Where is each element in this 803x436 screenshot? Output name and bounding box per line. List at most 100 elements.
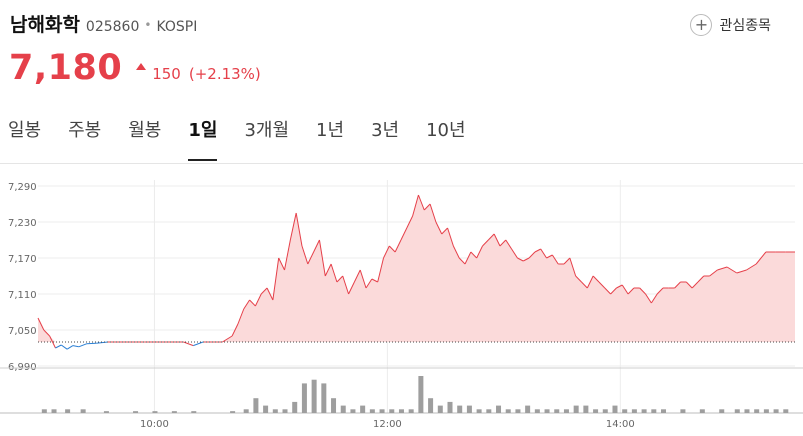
- price-line-segment: [458, 257, 466, 265]
- price-line-segment: [295, 212, 303, 247]
- volume-bar: [744, 409, 750, 413]
- price-line-segment: [621, 284, 629, 295]
- volume-bar: [486, 409, 492, 413]
- price-line-segment: [222, 335, 233, 343]
- price-line-segment: [441, 227, 448, 235]
- add-watchlist-button[interactable]: + 관심종목: [690, 14, 771, 36]
- price-line-segment: [534, 248, 541, 253]
- price-line-segment: [581, 281, 588, 289]
- price-line-segment: [394, 239, 402, 253]
- volume-bar: [457, 405, 463, 413]
- price-line-segment: [645, 293, 652, 304]
- tab-3month[interactable]: 3개월: [244, 120, 290, 141]
- period-tabs: 일봉 주봉 월봉 1일 3개월 1년 3년 10년: [8, 116, 493, 164]
- volume-bar: [699, 409, 705, 413]
- price-line-segment: [37, 317, 45, 331]
- volume-bar: [389, 409, 395, 413]
- volume-bar: [292, 401, 298, 413]
- price-line-segment: [406, 215, 414, 229]
- price-area-fill: [38, 195, 795, 342]
- price-line-segment: [423, 203, 431, 211]
- y-tick-label: 7,110: [8, 290, 37, 301]
- price-line-segment: [231, 323, 239, 337]
- price-line-segment: [388, 245, 396, 253]
- price-change: 150: [152, 65, 181, 83]
- x-tick-label: 10:00: [140, 419, 169, 430]
- up-triangle-icon: [136, 63, 147, 70]
- volume-bar: [379, 409, 385, 413]
- volume-bar: [321, 383, 327, 413]
- price-line-segment: [60, 344, 68, 350]
- price-line-segment: [266, 287, 274, 301]
- volume-bar: [398, 409, 404, 413]
- plus-icon: +: [690, 14, 713, 36]
- price-line-segment: [55, 344, 62, 349]
- volume-bar: [466, 405, 472, 413]
- tab-1day[interactable]: 1일: [188, 116, 218, 162]
- price-line-segment: [359, 269, 367, 289]
- price-line-segment: [726, 266, 738, 274]
- volume-bar: [263, 405, 269, 413]
- price-line-segment: [755, 251, 767, 265]
- price-line-segment: [452, 245, 460, 259]
- price-line-segment: [709, 269, 718, 277]
- price-line-segment: [517, 257, 524, 262]
- volume-bar: [311, 379, 317, 413]
- y-tick-label: 7,230: [8, 218, 37, 229]
- exchange-label: KOSPI: [156, 19, 198, 35]
- volume-bar: [773, 409, 779, 413]
- price-line-segment: [639, 287, 646, 295]
- volume-bar: [80, 409, 86, 413]
- price-line-segment: [260, 287, 268, 295]
- price-row: 7,180 150 (+2.13%): [9, 48, 261, 88]
- volume-bar: [734, 409, 740, 413]
- price-line-segment: [447, 227, 454, 247]
- volume-bar: [447, 401, 453, 413]
- volume-bar: [496, 405, 502, 413]
- volume-bar: [505, 409, 511, 413]
- y-tick-label: 7,170: [8, 254, 37, 265]
- stock-header: 남해화학 025860 • KOSPI: [10, 10, 197, 46]
- tab-daily[interactable]: 일봉: [8, 120, 42, 141]
- volume-bar: [593, 409, 599, 413]
- price-line-segment: [278, 257, 285, 271]
- price-line-segment: [254, 293, 262, 307]
- price-line-segment: [417, 194, 425, 211]
- price-line-segment: [746, 263, 757, 271]
- separator-dot: •: [144, 18, 152, 32]
- volume-bar: [602, 409, 608, 413]
- price-line-segment: [546, 254, 553, 259]
- volume-bar: [369, 409, 375, 413]
- price-line-segment: [717, 266, 728, 271]
- price-line-segment: [66, 345, 74, 350]
- price-line-segment: [697, 275, 705, 283]
- price-line-segment: [476, 245, 483, 259]
- tab-weekly[interactable]: 주봉: [68, 120, 102, 141]
- volume-bar: [253, 398, 259, 413]
- price-line-segment: [318, 239, 326, 277]
- tab-10year[interactable]: 10년: [426, 120, 466, 141]
- price-line-segment: [237, 308, 245, 325]
- tab-3year[interactable]: 3년: [371, 120, 400, 141]
- x-tick-label: 12:00: [373, 419, 402, 430]
- volume-bar: [651, 409, 657, 413]
- price-line-segment: [511, 248, 518, 259]
- watchlist-label: 관심종목: [719, 18, 771, 34]
- volume-bar: [719, 409, 725, 413]
- price-line-segment: [627, 287, 635, 295]
- stock-name: 남해화학: [10, 14, 80, 36]
- tab-monthly[interactable]: 월봉: [128, 120, 162, 141]
- volume-bar: [272, 409, 278, 413]
- volume-bar: [428, 398, 434, 413]
- price-line-segment: [691, 281, 699, 289]
- price-line-segment: [482, 239, 489, 247]
- price-line-segment: [505, 239, 513, 250]
- y-tick-label: 7,050: [8, 326, 37, 337]
- price-line-segment: [674, 281, 681, 289]
- volume-bar: [51, 409, 57, 413]
- volume-bar: [515, 409, 521, 413]
- volume-bar: [563, 409, 569, 413]
- price-line-segment: [371, 278, 378, 283]
- volume-bar: [103, 411, 109, 413]
- tab-1year[interactable]: 1년: [316, 120, 345, 141]
